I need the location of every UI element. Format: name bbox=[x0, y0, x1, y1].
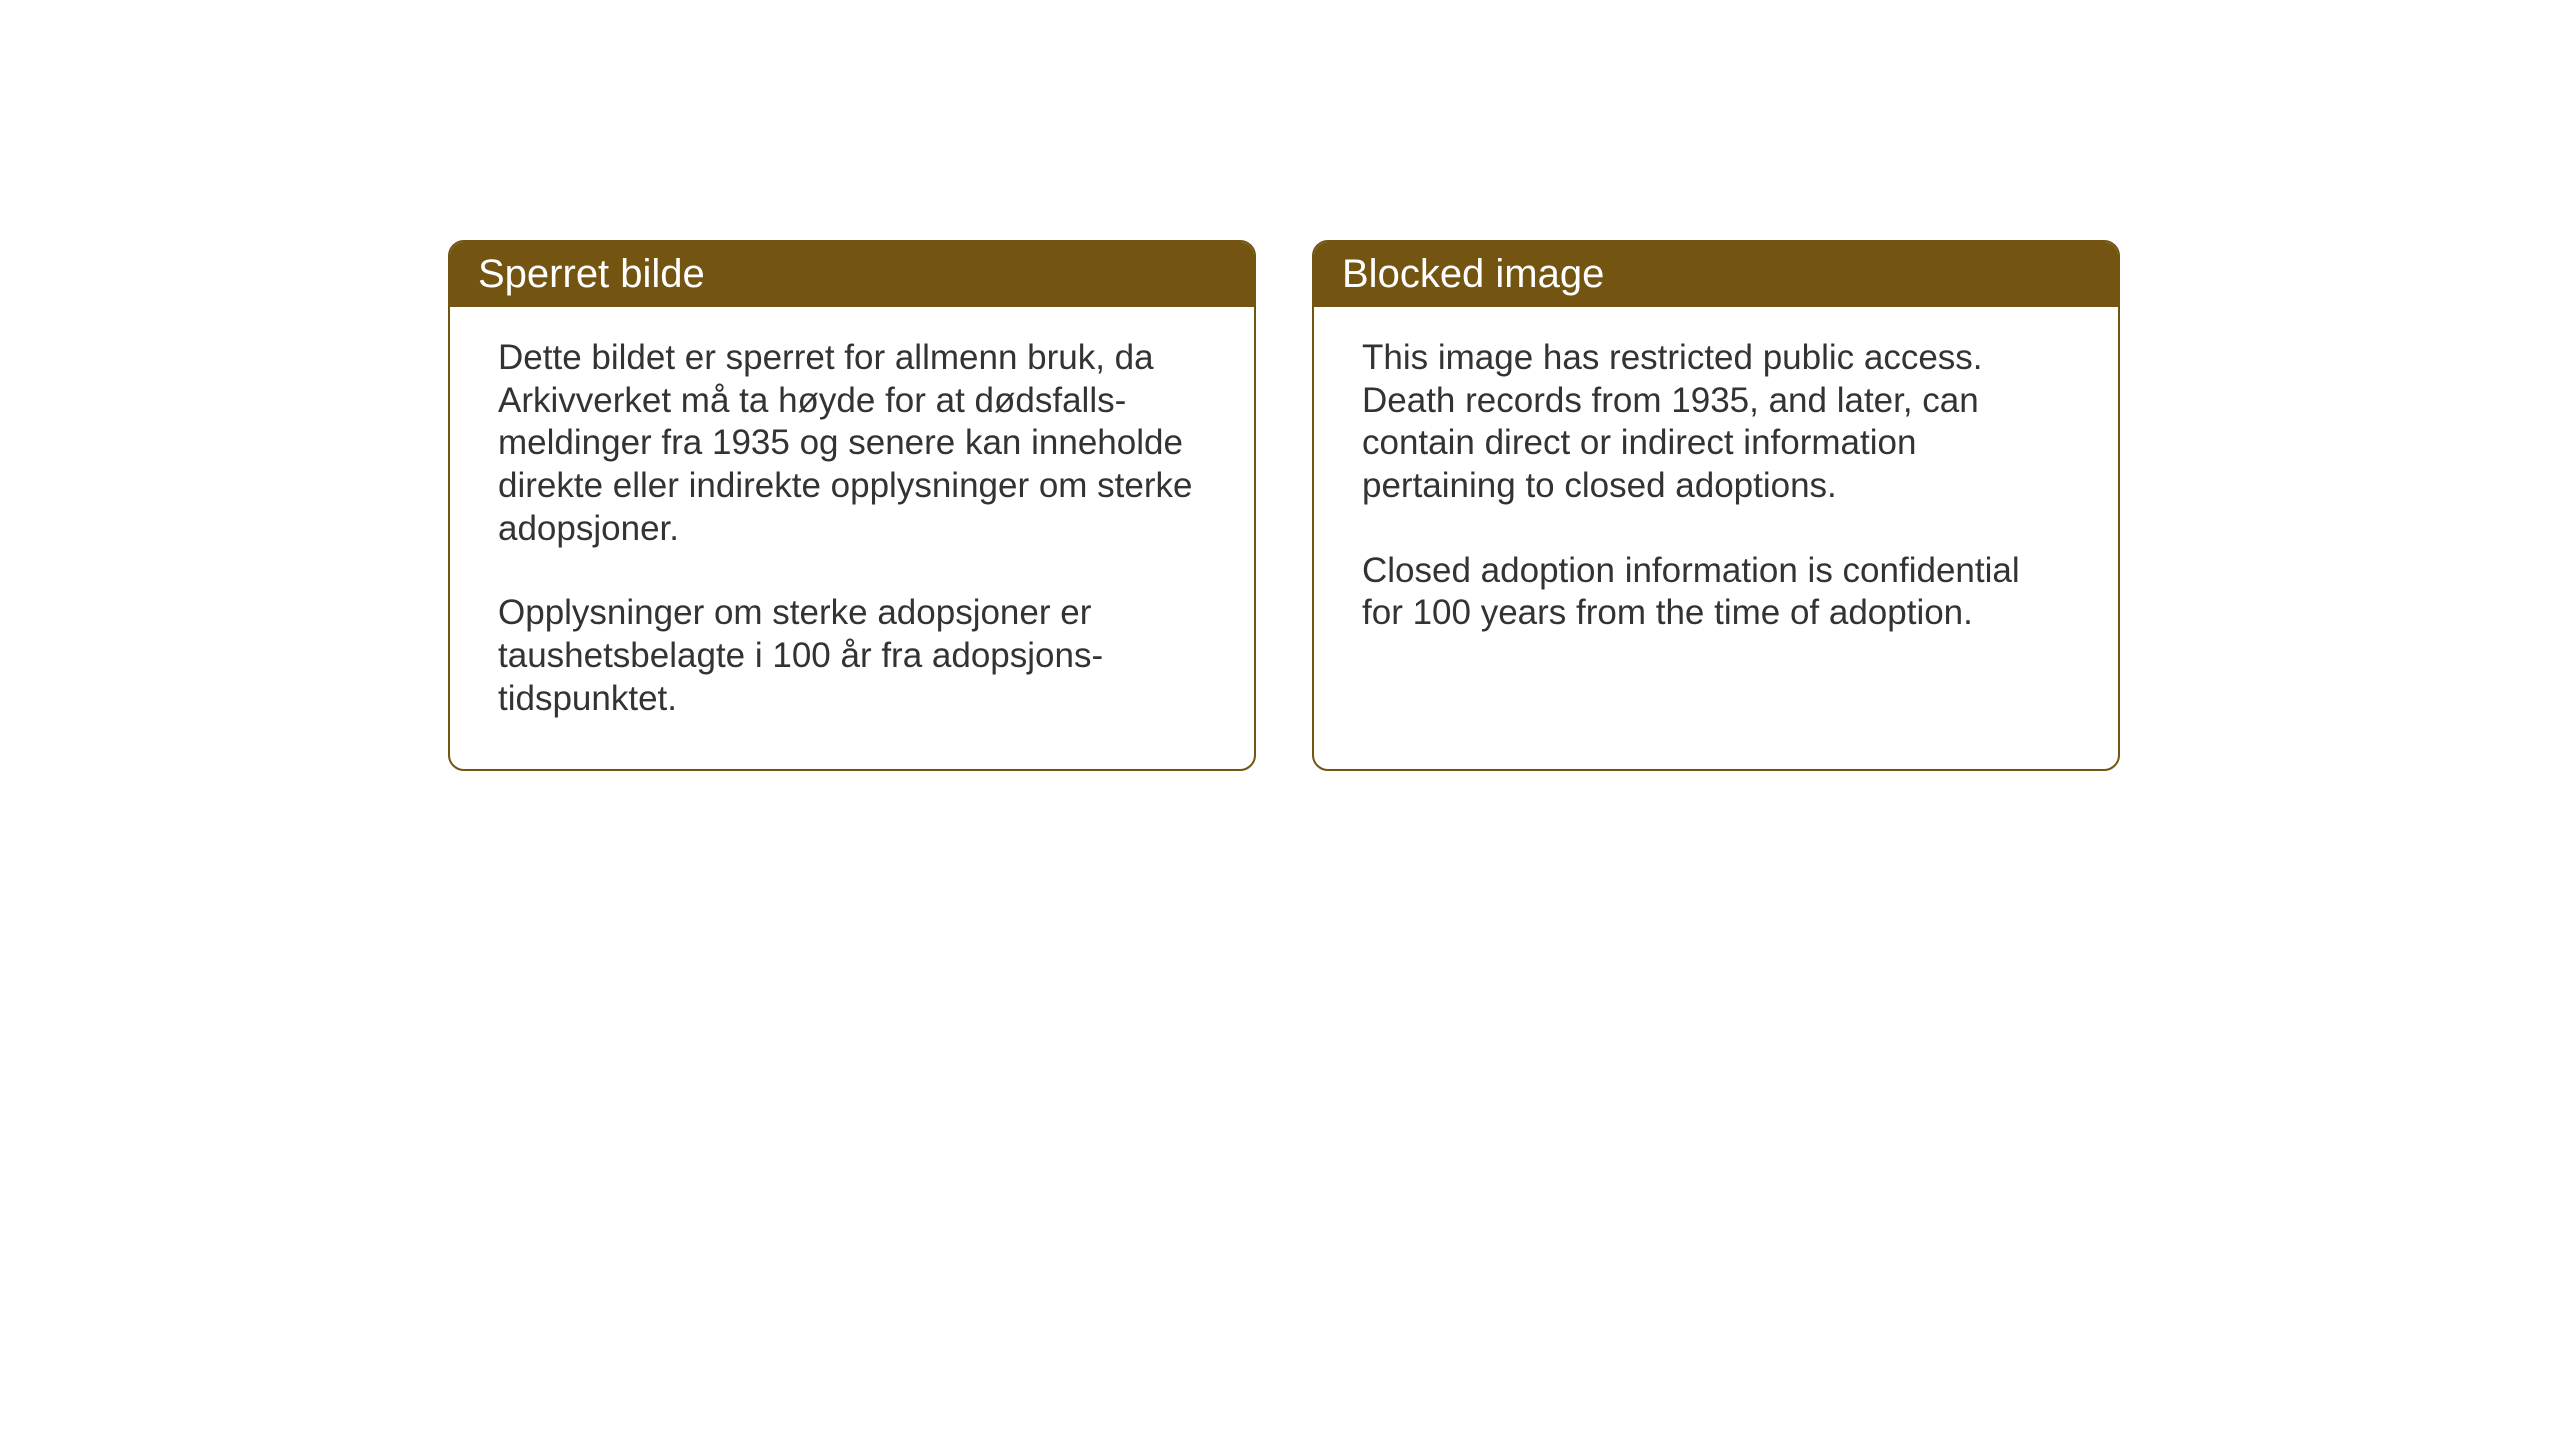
notice-header-english: Blocked image bbox=[1314, 242, 2118, 307]
notice-paragraph-2-norwegian: Opplysninger om sterke adopsjoner er tau… bbox=[498, 592, 1206, 720]
notice-paragraph-2-english: Closed adoption information is confident… bbox=[1362, 550, 2070, 635]
notice-body-norwegian: Dette bildet er sperret for allmenn bruk… bbox=[450, 307, 1254, 769]
notice-paragraph-1-norwegian: Dette bildet er sperret for allmenn bruk… bbox=[498, 337, 1206, 550]
notice-body-english: This image has restricted public access.… bbox=[1314, 307, 2118, 683]
notice-title-norwegian: Sperret bilde bbox=[478, 252, 705, 296]
notice-card-english: Blocked image This image has restricted … bbox=[1312, 240, 2120, 771]
notice-paragraph-1-english: This image has restricted public access.… bbox=[1362, 337, 2070, 508]
notice-container: Sperret bilde Dette bildet er sperret fo… bbox=[448, 240, 2120, 771]
notice-title-english: Blocked image bbox=[1342, 252, 1604, 296]
notice-card-norwegian: Sperret bilde Dette bildet er sperret fo… bbox=[448, 240, 1256, 771]
notice-header-norwegian: Sperret bilde bbox=[450, 242, 1254, 307]
